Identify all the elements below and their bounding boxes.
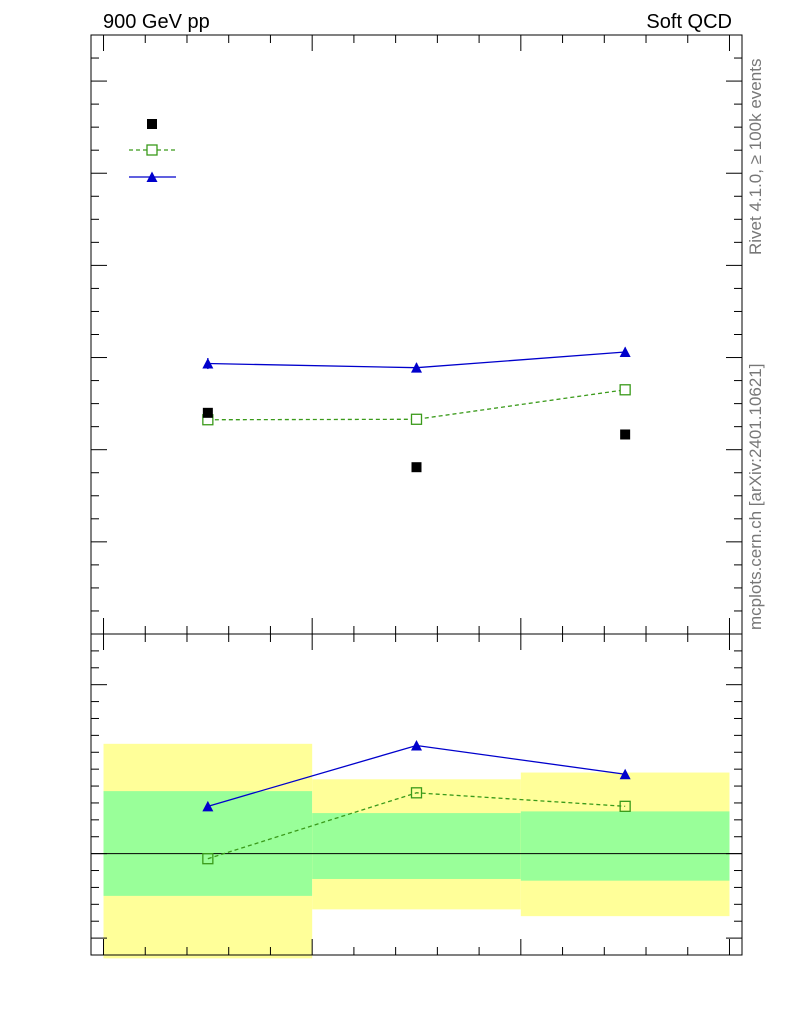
pythia-point	[411, 362, 422, 373]
energy-label: 900 GeV pp	[103, 11, 210, 33]
lhcb-point	[620, 429, 631, 440]
lhcb-point	[411, 462, 422, 473]
ratio-herwig-point	[410, 787, 423, 799]
legend-herwig-marker	[146, 144, 158, 156]
ratio-plot-frame	[90, 633, 743, 956]
herwig-point	[410, 413, 423, 425]
ratio-plot-panel	[90, 633, 743, 959]
main-plot-panel	[90, 34, 743, 635]
ratio-herwig-point	[619, 800, 631, 812]
pythia-point	[202, 358, 214, 369]
main-plot-frame	[90, 34, 743, 635]
ratio-green-band	[520, 811, 730, 881]
herwig-point	[619, 384, 631, 396]
ratio-pythia-point	[202, 800, 214, 812]
ratio-pythia-point	[411, 740, 422, 751]
ratio-herwig-point	[202, 853, 214, 865]
ratio-herwig-line	[207, 792, 626, 860]
legend-lhcb-marker	[147, 119, 157, 129]
lhcb-point	[202, 407, 213, 418]
process-label: Soft QCD	[646, 11, 732, 33]
ratio-pythia-point	[619, 768, 631, 780]
rivet-label: Rivet 4.1.0, ≥ 100k events	[746, 59, 765, 255]
ratio-green-band	[312, 813, 521, 879]
source-label: mcplots.cern.ch [arXiv:2401.10621]	[746, 364, 765, 630]
legend-pythia-marker	[146, 171, 158, 182]
pythia-point	[619, 346, 631, 358]
